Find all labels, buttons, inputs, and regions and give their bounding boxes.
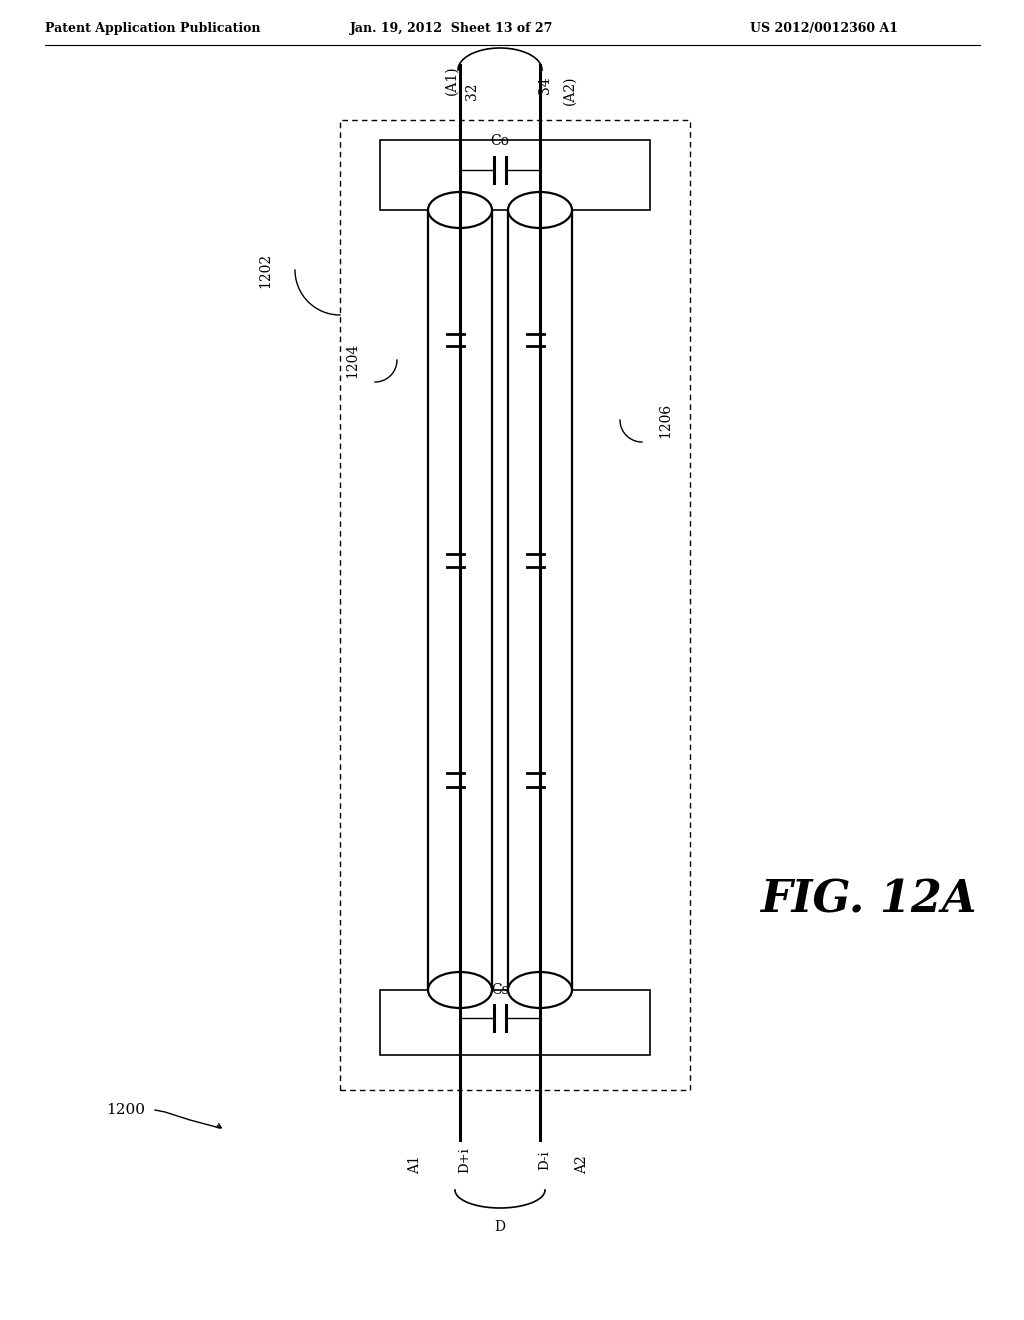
Text: A2: A2: [575, 1155, 589, 1175]
Text: FIG. 12A: FIG. 12A: [760, 879, 976, 921]
Text: Patent Application Publication: Patent Application Publication: [45, 22, 260, 36]
Text: 1202: 1202: [258, 252, 272, 288]
Ellipse shape: [428, 191, 492, 228]
Text: A1: A1: [408, 1155, 422, 1175]
Text: 1200: 1200: [106, 1104, 145, 1117]
Ellipse shape: [428, 972, 492, 1008]
Text: 34: 34: [538, 77, 552, 94]
Text: D: D: [495, 1220, 506, 1234]
Ellipse shape: [508, 972, 572, 1008]
Bar: [380, 140, 650, 210]
Text: (A1): (A1): [445, 65, 459, 95]
Text: 1206: 1206: [658, 403, 672, 437]
Text: (A2): (A2): [563, 75, 577, 104]
Text: US 2012/0012360 A1: US 2012/0012360 A1: [750, 22, 898, 36]
Text: Jan. 19, 2012  Sheet 13 of 27: Jan. 19, 2012 Sheet 13 of 27: [350, 22, 553, 36]
Ellipse shape: [508, 191, 572, 228]
Bar: [340, 120, 690, 1090]
Text: 1204: 1204: [345, 342, 359, 378]
Text: 32: 32: [465, 82, 479, 99]
Text: D-i: D-i: [539, 1150, 552, 1170]
Text: Co: Co: [490, 135, 510, 148]
Bar: [380, 990, 650, 1055]
Text: D+i: D+i: [459, 1147, 471, 1173]
Text: Cs: Cs: [492, 983, 509, 998]
